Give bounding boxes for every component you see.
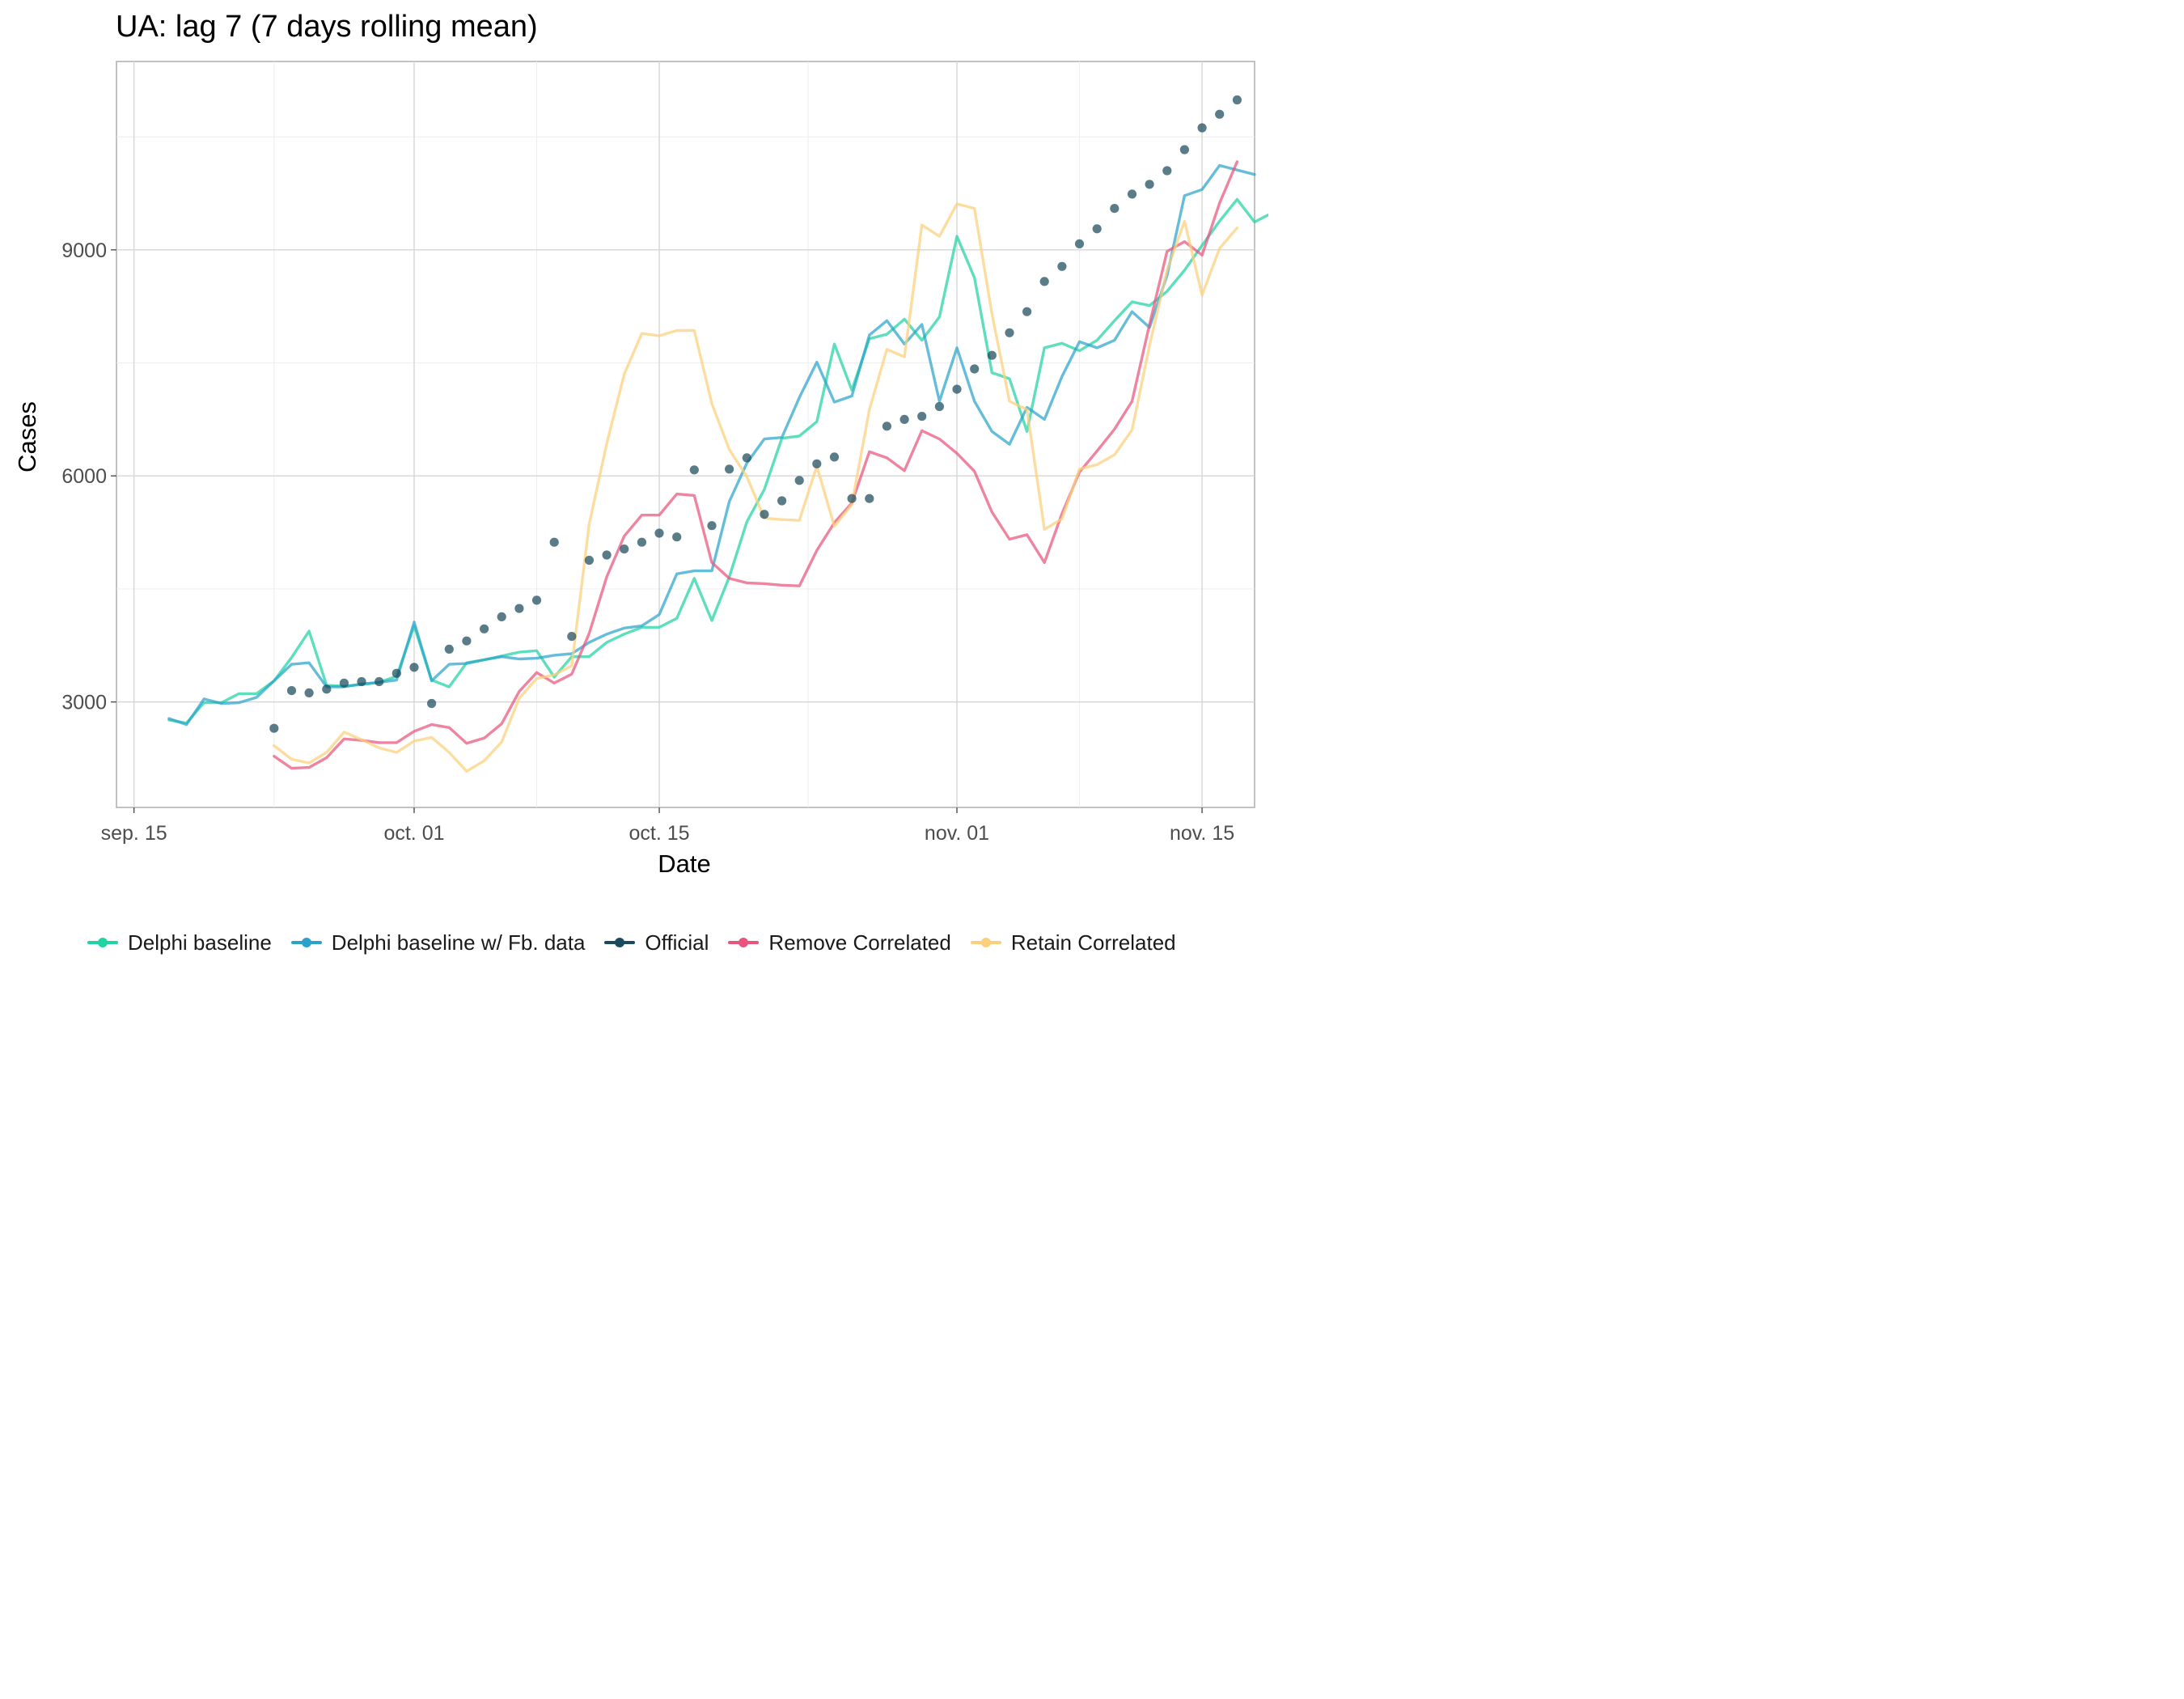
data-point-official	[1127, 189, 1137, 199]
data-point-official	[760, 510, 769, 519]
legend: Delphi baseline Delphi baseline w/ Fb. d…	[87, 929, 1196, 956]
legend-key-delphi-baseline	[87, 934, 118, 951]
data-point-official	[1145, 180, 1154, 189]
data-point-official	[427, 698, 437, 709]
line-chart: 3000 6000 9000 sep. 15 oct. 01 oct. 15 nov. 01…	[61, 61, 1268, 845]
x-tick-label: oct. 15	[629, 822, 689, 845]
data-point-official	[847, 494, 857, 503]
data-point-official	[1005, 328, 1014, 337]
x-tick-label: oct. 01	[383, 822, 444, 845]
data-point-official	[549, 537, 559, 547]
data-point-official	[1057, 261, 1067, 271]
legend-item-remove-correlated[interactable]: Remove Correlated	[728, 930, 951, 955]
data-point-official	[286, 686, 297, 696]
legend-key-official	[604, 934, 636, 951]
data-point-official	[339, 678, 349, 688]
data-point-official	[865, 494, 874, 503]
data-point-official	[304, 688, 314, 698]
axis-ticks	[111, 249, 1203, 813]
data-point-official	[742, 453, 751, 463]
tick-labels: 3000 6000 9000 sep. 15 oct. 01 oct. 15 nov. 01…	[61, 239, 1234, 845]
data-point-official	[1232, 95, 1242, 105]
data-point-official	[707, 521, 717, 531]
legend-key-remove-correlated	[728, 934, 760, 951]
data-point-official	[952, 384, 962, 394]
series-line-retain-correlated	[273, 202, 1239, 773]
x-axis-label: Date	[658, 850, 711, 878]
data-point-official	[917, 411, 927, 422]
data-point-official	[1215, 109, 1225, 119]
data-point-official	[357, 676, 366, 687]
x-tick-label: nov. 15	[1170, 822, 1234, 845]
data-point-official	[794, 476, 804, 485]
legend-label: Remove Correlated	[768, 930, 951, 955]
data-point-official	[1092, 224, 1102, 234]
data-point-official	[1179, 145, 1189, 155]
legend-key-retain-correlated	[970, 934, 1001, 951]
data-point-official	[725, 464, 734, 474]
legend-item-retain-correlated[interactable]: Retain Correlated	[970, 930, 1176, 955]
data-point-official	[1162, 166, 1172, 176]
data-point-official	[269, 723, 279, 733]
x-tick-label: sep. 15	[101, 822, 167, 845]
data-point-official	[322, 684, 332, 694]
data-point-official	[462, 636, 472, 646]
data-point-official	[882, 422, 891, 431]
data-point-official	[497, 612, 506, 622]
data-point-official	[829, 452, 840, 462]
data-point-official	[637, 537, 647, 547]
legend-item-delphi-baseline[interactable]: Delphi baseline	[87, 930, 272, 955]
data-point-official	[584, 555, 595, 566]
y-axis-label: Cases	[13, 401, 41, 472]
data-point-official	[392, 668, 401, 678]
data-point-official	[531, 595, 542, 605]
data-point-official	[480, 624, 489, 633]
x-tick-label: nov. 01	[925, 822, 989, 845]
y-tick-label: 6000	[61, 465, 107, 488]
data-point-official	[409, 663, 419, 672]
legend-item-delphi-fb[interactable]: Delphi baseline w/ Fb. data	[290, 930, 586, 955]
data-point-official	[444, 644, 454, 655]
legend-label: Retain Correlated	[1010, 930, 1176, 955]
chart-title: UA: lag 7 (7 days rolling mean)	[116, 10, 538, 44]
data-point-official	[934, 401, 944, 412]
data-point-official	[672, 532, 682, 542]
data-point-official	[1039, 277, 1049, 286]
data-point-official	[654, 528, 664, 538]
data-point-official	[567, 632, 577, 642]
data-point-official	[899, 414, 909, 425]
data-point-official	[970, 364, 980, 374]
legend-label: Official	[645, 930, 709, 955]
legend-key-delphi-fb	[290, 934, 322, 951]
minor-gridlines	[116, 61, 1255, 807]
y-tick-label: 3000	[61, 692, 107, 714]
major-gridlines	[116, 61, 1255, 807]
y-tick-label: 9000	[61, 239, 107, 262]
plot-panel	[116, 61, 1255, 808]
legend-label: Delphi baseline w/ Fb. data	[331, 930, 586, 955]
series-layer	[167, 95, 1268, 773]
legend-label: Delphi baseline	[128, 930, 272, 955]
data-point-official	[1197, 123, 1207, 133]
legend-item-official[interactable]: Official	[604, 930, 709, 955]
data-point-official	[777, 496, 787, 506]
data-point-official	[987, 350, 997, 360]
data-point-official	[602, 550, 612, 560]
series-line-delphi-baseline-w-fb-data	[167, 163, 1256, 727]
data-point-official	[1022, 307, 1032, 316]
data-point-official	[812, 459, 822, 468]
data-point-official	[1110, 204, 1120, 214]
data-point-official	[620, 544, 629, 554]
data-point-official	[375, 676, 384, 687]
data-point-official	[514, 604, 524, 613]
data-point-official	[689, 465, 699, 475]
data-point-official	[1074, 239, 1085, 248]
